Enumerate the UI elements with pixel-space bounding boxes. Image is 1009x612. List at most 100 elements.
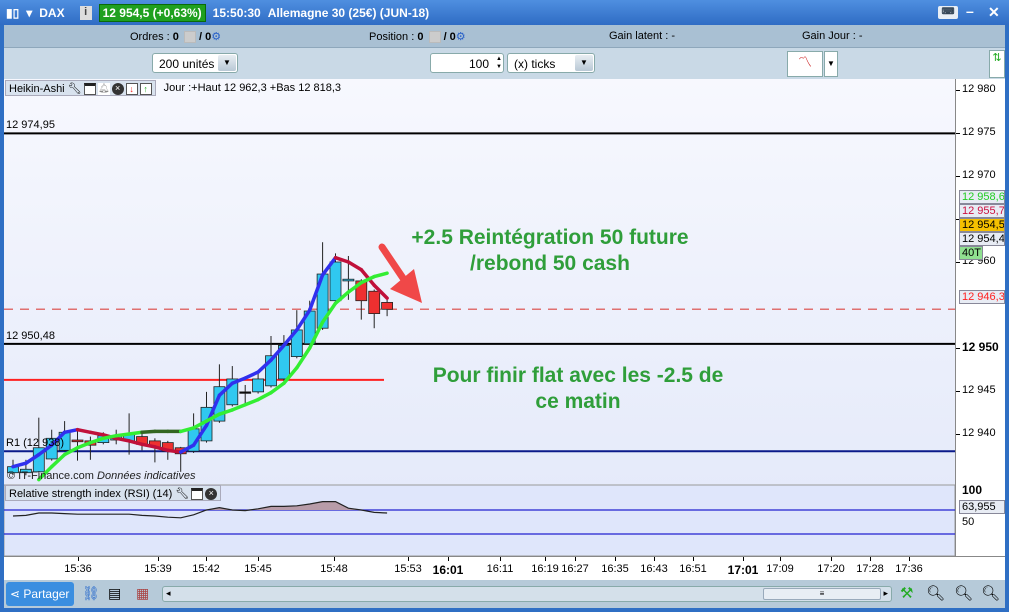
list-icon[interactable]: ▤ xyxy=(108,585,122,601)
fast-ma-segment xyxy=(114,436,131,443)
candle xyxy=(71,439,84,443)
close-position-icon[interactable] xyxy=(428,31,441,44)
time-label: 15:36 xyxy=(64,563,92,575)
fast-ma-segment xyxy=(359,267,376,287)
price-box: 12 954,5 xyxy=(959,218,1005,232)
wrench-icon[interactable]: 🔧︎ xyxy=(175,488,190,500)
slow-ma-segment xyxy=(127,430,144,436)
fast-ma-segment xyxy=(37,443,54,457)
fast-ma-segment xyxy=(49,430,67,447)
stepper-icon[interactable]: ▲ ▼ xyxy=(496,56,502,70)
time-label: 16:27 xyxy=(561,563,589,575)
slow-ma-segment xyxy=(359,274,376,285)
fast-ma-segment xyxy=(295,308,312,332)
horizontal-scrollbar[interactable]: ◂ ≡ ▸ xyxy=(162,586,892,602)
ticks-select[interactable]: (x) ticks ▼ xyxy=(507,53,595,73)
time-tick xyxy=(258,557,259,561)
zoom-fit-icon[interactable]: 🔍︎ xyxy=(926,585,946,602)
indicator-chart-icon[interactable]: 〽 xyxy=(787,51,823,77)
time-axis[interactable]: 15:36 15:39 15:42 15:45 15:48 15:53 16:01 16:11… xyxy=(4,556,1005,580)
rsi-value-box: 63,955 xyxy=(959,500,1005,514)
fast-ma-segment xyxy=(217,381,235,398)
ticks-input[interactable]: 100 ▲ ▼ xyxy=(430,53,504,73)
scroll-left-icon[interactable]: ◂ xyxy=(166,588,171,598)
chevron-down-icon[interactable]: ▼ xyxy=(824,51,838,77)
time-tick xyxy=(831,557,832,561)
share-icon: ⋖ xyxy=(10,587,21,601)
slow-ma-segment xyxy=(333,290,351,306)
trade-arrows-icon[interactable]: ⇅ xyxy=(989,50,1005,78)
time-tick xyxy=(206,557,207,561)
indicator-header: Heikin-Ashi 🔧︎ 🔔︎ × ↓ ↑ xyxy=(5,80,156,96)
fast-ma-segment xyxy=(346,260,364,272)
price-tick-label: 12 970 xyxy=(962,169,996,181)
orders-value: 0 xyxy=(172,31,179,43)
minimize-icon[interactable]: – xyxy=(966,3,974,19)
fast-ma-segment xyxy=(140,442,157,449)
slow-ma-segment xyxy=(256,390,273,402)
time-label: 16:11 xyxy=(486,563,514,575)
scrollbar-thumb[interactable]: ≡ xyxy=(763,588,881,600)
gear-icon[interactable]: ⚙ xyxy=(455,31,466,43)
zoom-out-icon[interactable]: 🔍︎ xyxy=(954,585,974,602)
tools-icon[interactable]: ⚒ xyxy=(900,585,914,602)
cancel-orders-icon[interactable] xyxy=(183,31,196,44)
axis-tick xyxy=(956,133,960,134)
price-box: 12 946,3 xyxy=(959,290,1005,304)
keyboard-icon[interactable]: ⌨ xyxy=(938,6,958,19)
window-icon[interactable] xyxy=(191,488,204,501)
time-label: 17:09 xyxy=(766,563,794,575)
fast-ma-segment xyxy=(320,255,338,277)
arrow-head-icon xyxy=(390,269,422,303)
window-icon[interactable] xyxy=(83,83,96,96)
close-icon[interactable]: × xyxy=(111,83,124,96)
arrow-up-icon[interactable]: ↑ xyxy=(139,83,152,96)
orders-label: Ordres : xyxy=(130,31,170,43)
arrow-down-icon[interactable]: ↓ xyxy=(125,83,138,96)
zoom-in-icon[interactable]: 🔍︎ xyxy=(981,585,1001,602)
fast-ma-segment xyxy=(153,445,170,453)
rsi-label: Relative strength index (RSI) (14) xyxy=(9,488,173,500)
chart-type-icon[interactable]: ⛓ xyxy=(82,585,100,601)
price-box: 12 954,4 xyxy=(959,232,1005,246)
axis-tick xyxy=(956,434,960,435)
time-label: 16:51 xyxy=(679,563,707,575)
scroll-right-icon[interactable]: ▸ xyxy=(883,588,888,598)
share-button[interactable]: ⋖ Partager xyxy=(6,582,74,606)
price-chart[interactable]: Heikin-Ashi 🔧︎ 🔔︎ × ↓ ↑ Jour :+Haut 12 962,3… xyxy=(4,79,955,556)
gear-icon[interactable]: ⚙ xyxy=(211,31,222,43)
candle xyxy=(19,468,32,474)
close-icon[interactable]: × xyxy=(205,488,218,501)
slow-ma-segment xyxy=(307,320,325,350)
units-select[interactable]: 200 unités ▼ xyxy=(152,53,238,73)
close-icon[interactable]: ✕ xyxy=(988,4,1000,20)
time-tick xyxy=(654,557,655,561)
copyright: © IT-Finance.com xyxy=(7,470,94,482)
annotation-reintegration: +2.5 Reintégration 50 future/rebond 50 c… xyxy=(411,226,689,275)
time-label: 17:28 xyxy=(856,563,884,575)
instrument-name[interactable]: DAX xyxy=(39,6,65,20)
info-icon[interactable]: i xyxy=(79,6,92,20)
time-tick xyxy=(780,557,781,561)
slow-ma-segment xyxy=(88,436,106,445)
candle xyxy=(329,261,342,302)
bell-icon[interactable]: 🔔︎ xyxy=(97,83,110,96)
chevron-down-icon[interactable]: ▾ xyxy=(26,6,33,20)
time-label: 15:42 xyxy=(192,563,220,575)
chevron-down-icon[interactable]: ▼ xyxy=(218,55,236,71)
candlestick-icon[interactable]: ▮▯ xyxy=(6,6,20,20)
price-box: 12 955,7 xyxy=(959,204,1005,218)
wrench-icon[interactable]: 🔧︎ xyxy=(67,83,82,95)
chevron-down-icon[interactable]: ▼ xyxy=(575,55,593,71)
ticks-select-value: (x) ticks xyxy=(514,57,556,71)
fast-ma-segment xyxy=(88,430,106,437)
fast-ma-segment xyxy=(282,328,299,348)
heatmap-icon[interactable]: ▦ xyxy=(136,585,150,601)
chart-toolbar: 200 unités ▼ 100 ▲ ▼ (x) ticks ▼ 〽 ▼ ⇅ xyxy=(4,48,1005,79)
indicator-label: Heikin-Ashi xyxy=(9,83,65,95)
rsi-line xyxy=(12,501,388,519)
gain-jour: Gain Jour : - xyxy=(802,30,863,42)
position-label: Position : xyxy=(369,31,415,43)
fast-ma-segment xyxy=(256,358,273,374)
